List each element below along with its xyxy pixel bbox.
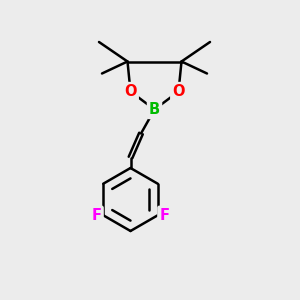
Text: O: O (172, 84, 185, 99)
Text: F: F (92, 208, 102, 223)
Text: B: B (149, 102, 160, 117)
Text: O: O (124, 84, 137, 99)
Text: F: F (159, 208, 170, 223)
